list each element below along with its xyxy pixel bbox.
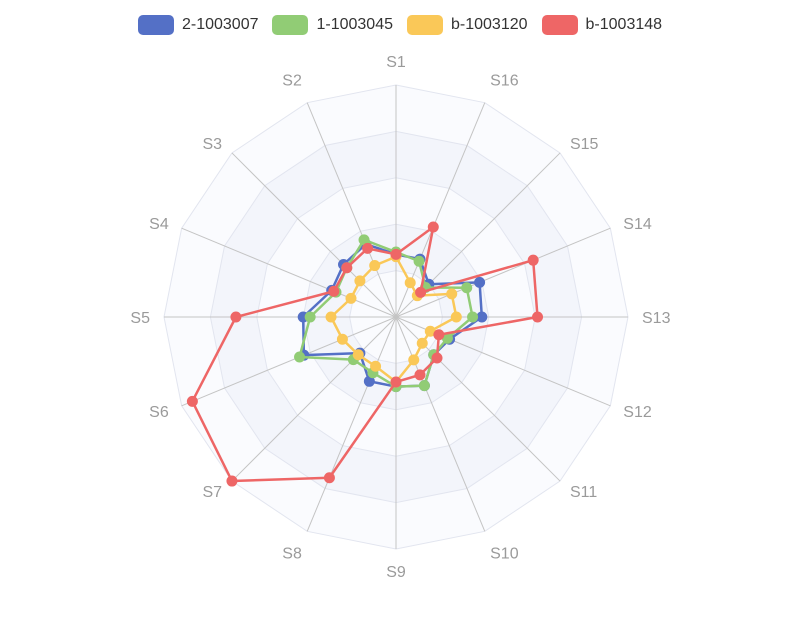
legend-item-1-1003045[interactable]: 1-1003045: [272, 15, 393, 35]
data-point-b-1003148-s9[interactable]: [390, 376, 402, 388]
category-label-s5: S5: [130, 310, 150, 327]
data-point-b-1003120-s8[interactable]: [370, 360, 382, 372]
data-point-b-1003148-s11[interactable]: [431, 352, 443, 364]
data-point-1-1003045-s10[interactable]: [418, 380, 430, 392]
data-point-b-1003148-s14[interactable]: [527, 254, 539, 266]
data-point-b-1003120-s6[interactable]: [336, 333, 348, 345]
data-point-b-1003148-s4[interactable]: [328, 285, 340, 297]
category-label-s6: S6: [149, 404, 169, 421]
data-point-b-1003148-s6[interactable]: [186, 395, 198, 407]
data-point-b-1003120-s4[interactable]: [345, 292, 357, 304]
data-point-b-1003148-s15[interactable]: [415, 286, 427, 298]
legend-item-b-1003120[interactable]: b-1003120: [407, 15, 528, 35]
category-label-s9: S9: [386, 564, 406, 581]
legend-label: 2-1003007: [181, 16, 259, 33]
axis-line-s8: [306, 316, 397, 532]
axis-line-s4: [181, 227, 397, 318]
data-point-b-1003120-s14[interactable]: [446, 288, 458, 300]
category-label-s15: S15: [570, 136, 599, 153]
category-label-s1: S1: [386, 54, 406, 71]
legend-swatch: [541, 15, 578, 35]
data-point-b-1003148-s5[interactable]: [230, 311, 242, 323]
legend-item-2-1003007[interactable]: 2-1003007: [137, 15, 259, 35]
data-point-b-1003148-s16[interactable]: [427, 221, 439, 233]
legend-label: b-1003148: [585, 16, 663, 33]
category-label-s13: S13: [642, 310, 671, 327]
data-point-b-1003120-s10[interactable]: [408, 354, 420, 366]
data-point-2-1003007-s13[interactable]: [476, 311, 488, 323]
radar-axis-lines: [164, 85, 628, 549]
series-b-1003120[interactable]: [325, 251, 462, 388]
axis-line-s10: [395, 316, 486, 532]
data-point-1-1003045-s14[interactable]: [461, 282, 473, 294]
data-point-b-1003148-s7[interactable]: [226, 475, 238, 487]
data-point-b-1003120-s7[interactable]: [352, 349, 364, 361]
legend-label: b-1003120: [451, 16, 528, 33]
category-label-s4: S4: [149, 216, 169, 233]
data-point-b-1003148-s1[interactable]: [390, 248, 402, 260]
data-point-b-1003120-s2[interactable]: [369, 260, 381, 272]
data-point-1-1003045-s13[interactable]: [467, 311, 479, 323]
category-label-s12: S12: [623, 404, 652, 421]
category-label-s8: S8: [282, 545, 302, 562]
category-label-s7: S7: [202, 484, 222, 501]
data-point-b-1003148-s2[interactable]: [362, 242, 374, 254]
data-point-b-1003148-s10[interactable]: [414, 369, 426, 381]
data-point-b-1003148-s8[interactable]: [323, 472, 335, 484]
radar-series: [186, 221, 544, 487]
category-label-s2: S2: [282, 73, 302, 90]
data-point-1-1003045-s6[interactable]: [294, 351, 306, 363]
legend-label: 1-1003045: [316, 16, 393, 33]
legend-swatch: [137, 15, 174, 35]
data-point-2-1003007-s14[interactable]: [474, 276, 486, 288]
category-label-s16: S16: [490, 73, 519, 90]
data-point-b-1003120-s13[interactable]: [450, 311, 462, 323]
category-label-s10: S10: [490, 545, 519, 562]
category-label-s14: S14: [623, 216, 652, 233]
category-label-s3: S3: [202, 136, 222, 153]
axis-line-s7: [231, 316, 397, 482]
legend: 2-1003007 1-1003045 b-1003120 b-1003148: [0, 10, 800, 40]
legend-swatch: [407, 15, 443, 35]
data-point-1-1003045-s16[interactable]: [413, 255, 425, 267]
axis-line-s6: [181, 316, 397, 407]
data-point-b-1003120-s5[interactable]: [325, 311, 337, 323]
series-b-1003148[interactable]: [186, 221, 544, 487]
category-label-s11: S11: [570, 484, 597, 501]
legend-item-b-1003148[interactable]: b-1003148: [541, 15, 663, 35]
data-point-b-1003120-s3[interactable]: [354, 275, 366, 287]
data-point-1-1003045-s5[interactable]: [304, 311, 316, 323]
axis-line-s3: [231, 152, 397, 318]
legend-swatch: [272, 15, 309, 35]
data-point-b-1003120-s16[interactable]: [404, 277, 416, 289]
axis-line-s2: [306, 102, 397, 318]
data-point-b-1003148-s12[interactable]: [433, 329, 445, 341]
axis-line-s14: [395, 227, 611, 318]
radar-category-labels: S1 S16 S15 S14 S13 S12 S11 S10 S9 S8 S7 S6 S5 S4 S3 S2: [130, 54, 670, 581]
data-point-b-1003148-s13[interactable]: [532, 311, 544, 323]
data-point-b-1003120-s11[interactable]: [416, 337, 428, 349]
data-point-b-1003148-s3[interactable]: [341, 262, 353, 274]
